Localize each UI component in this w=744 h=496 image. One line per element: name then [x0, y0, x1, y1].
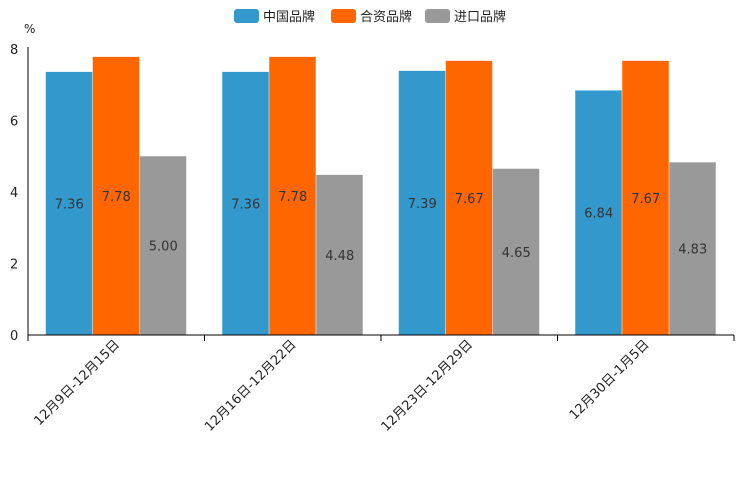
legend-swatch: [425, 9, 450, 23]
bar: [92, 56, 140, 336]
bar-value-label: 6.84: [584, 207, 613, 222]
bar-value-label: 7.39: [408, 197, 437, 212]
x-tick-label: 12月23日-12月29日: [379, 337, 476, 434]
bar-value-label: 4.48: [325, 249, 354, 264]
legend-swatch: [234, 9, 259, 23]
legend: 中国品牌 合资品牌 进口品牌: [234, 9, 506, 25]
x-tick-label: 12月9日-12月15日: [31, 337, 123, 429]
legend-swatch: [331, 9, 356, 23]
y-tick-label: 4: [10, 186, 18, 201]
y-tick-label: 6: [10, 115, 18, 130]
legend-label: 进口品牌: [454, 9, 506, 25]
bar-value-label: 4.65: [502, 246, 531, 261]
bars-group: [45, 56, 716, 336]
y-tick-label: 0: [10, 329, 18, 344]
x-axis: 12月9日-12月15日 12月16日-12月22日 12月23日-12月29日 12…: [27, 334, 735, 435]
bar: [269, 56, 316, 336]
bar: [222, 71, 269, 335]
x-tick-label: 12月16日-12月22日: [202, 337, 299, 434]
bar-value-label: 7.67: [455, 192, 484, 207]
legend-label: 中国品牌: [263, 9, 315, 25]
bar: [398, 70, 446, 336]
bar: [45, 71, 93, 335]
bar-value-label: 7.36: [231, 197, 260, 212]
bar-value-label: 7.67: [631, 192, 660, 207]
bar: [575, 90, 622, 335]
bar: [445, 60, 493, 336]
bar: [622, 60, 669, 336]
bar: [669, 162, 716, 335]
bar-value-label: 7.78: [278, 190, 307, 205]
legend-label: 合资品牌: [360, 9, 412, 25]
bar-value-label: 7.36: [55, 197, 84, 212]
bar: [492, 168, 540, 335]
bar-value-label: 4.83: [678, 243, 707, 258]
x-tick-label: 12月30日-1月5日: [567, 337, 653, 423]
bar: [316, 174, 363, 335]
bar: [139, 156, 187, 335]
legend-item[interactable]: 进口品牌: [425, 9, 506, 25]
bar-value-label: 5.00: [149, 240, 178, 255]
legend-item[interactable]: 合资品牌: [331, 9, 412, 25]
y-tick-label: 2: [10, 258, 18, 273]
bar-value-label: 7.78: [102, 190, 131, 205]
bar-labels-group: 7.36 7.78 5.00 7.36 7.78 4.48 7.39 7.67 4.65 6.84…: [55, 190, 707, 264]
legend-item[interactable]: 中国品牌: [234, 9, 315, 25]
y-axis: 0 2 4 6 8: [10, 43, 29, 344]
y-tick-label: 8: [10, 43, 18, 58]
y-axis-unit: %: [24, 22, 35, 36]
